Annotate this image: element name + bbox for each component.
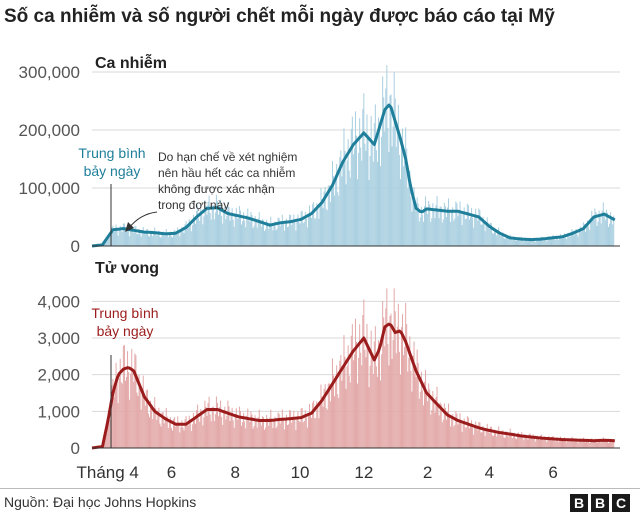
x-tick-label: 12 — [354, 463, 373, 482]
daily-bars — [92, 65, 615, 246]
y-tick-label: 4,000 — [37, 292, 80, 311]
y-tick-label: 100,000 — [19, 179, 80, 198]
x-tick-label: 10 — [291, 463, 310, 482]
logo-letter: B — [591, 494, 609, 512]
daily-bars — [92, 288, 615, 448]
logo-letter: C — [612, 494, 630, 512]
logo-letter: B — [570, 494, 588, 512]
deaths-panel: 0 1,000 2,000 3,000 4,000 Tử vong Trung bình bả… — [37, 260, 620, 458]
chart-area: 0 100,000 200,000 300,000 Ca nhiễm Trung bình… — [19, 53, 620, 482]
note-arrowhead — [125, 222, 134, 232]
panel-title: Ca nhiễm — [95, 53, 167, 72]
panel-title: Tử vong — [95, 260, 159, 277]
footer-divider — [0, 488, 640, 489]
x-tick-label: 6 — [548, 463, 557, 482]
average-annotation: bảy ngày — [84, 163, 141, 179]
average-annotation: bảy ngày — [97, 323, 154, 339]
testing-note: trong đợt này — [158, 198, 229, 212]
x-tick-label: 4 — [485, 463, 494, 482]
cases-panel: 0 100,000 200,000 300,000 Ca nhiễm Trung bình… — [19, 53, 620, 256]
x-tick-label: 2 — [423, 463, 432, 482]
source-note: Nguồn: Đại học Johns Hopkins — [4, 494, 197, 510]
x-tick-label: 6 — [167, 463, 176, 482]
x-tick-label: Tháng 4 — [76, 463, 138, 482]
x-tick-label: 8 — [231, 463, 240, 482]
note-arrow — [128, 211, 158, 229]
y-tick-label: 0 — [71, 237, 80, 256]
average-annotation: Trung bình — [91, 305, 158, 321]
average-annotation: Trung bình — [78, 145, 145, 161]
testing-note: Do hạn chế về xét nghiệm — [158, 150, 297, 164]
y-tick-label: 300,000 — [19, 63, 80, 82]
y-tick-label: 3,000 — [37, 329, 80, 348]
testing-note: không được xác nhận — [158, 182, 275, 196]
testing-note: nên hầu hết các ca nhiễm — [158, 165, 295, 180]
seven-day-average-line — [91, 322, 615, 450]
seven-day-average-line — [91, 103, 616, 248]
chart-title: Số ca nhiễm và số người chết mỗi ngày đư… — [4, 6, 555, 27]
x-axis: Tháng 4 6 8 10 12 2 4 6 — [76, 463, 557, 482]
y-tick-label: 0 — [71, 439, 80, 458]
y-tick-label: 2,000 — [37, 366, 80, 385]
y-tick-label: 1,000 — [37, 402, 80, 421]
y-tick-label: 200,000 — [19, 121, 80, 140]
bbc-logo: B B C — [570, 494, 630, 512]
